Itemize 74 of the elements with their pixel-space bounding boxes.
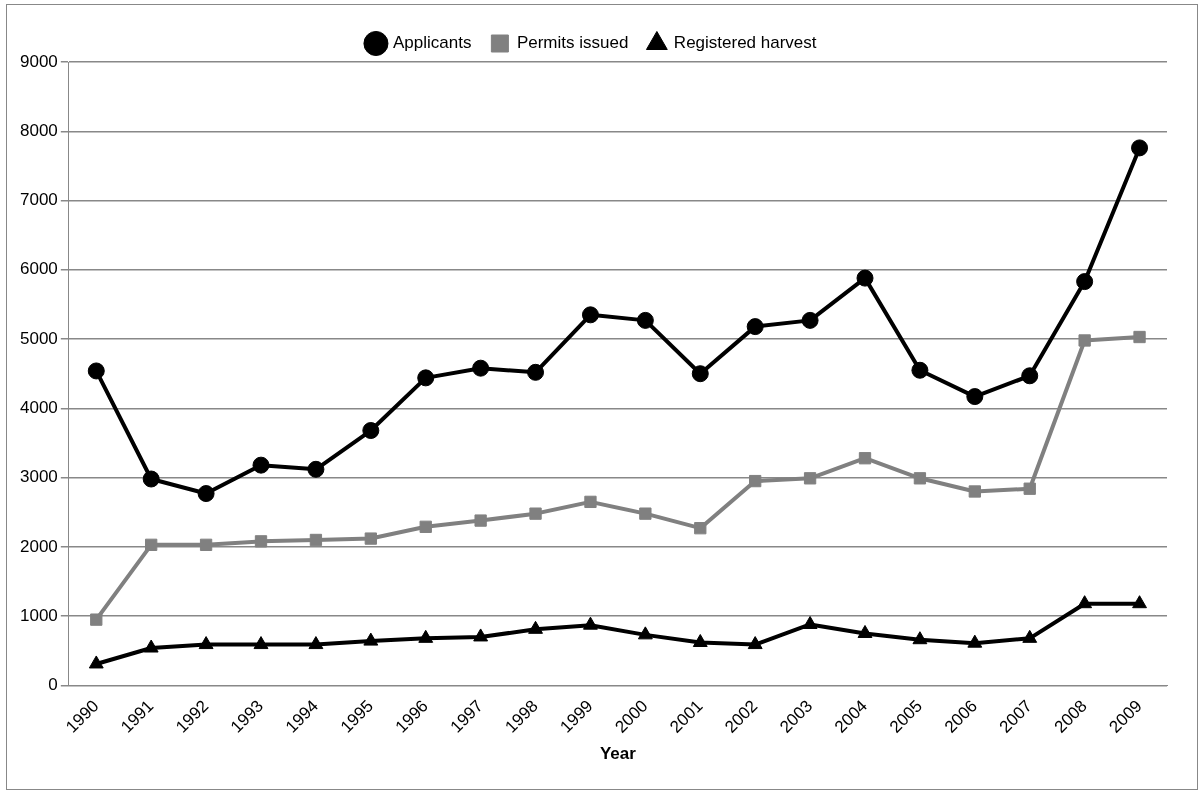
- point: [1132, 595, 1147, 609]
- x-axis-title: Year: [599, 744, 637, 764]
- point: [88, 655, 104, 669]
- point: [912, 631, 928, 645]
- point: [583, 616, 598, 630]
- point: [527, 363, 545, 381]
- y-tick-label: 8000: [19, 120, 58, 140]
- y-tick-label: 5000: [19, 328, 58, 348]
- point: [749, 474, 762, 488]
- y-tick-label: 2000: [19, 536, 58, 556]
- point: [692, 633, 708, 647]
- point: [636, 311, 654, 329]
- point: [639, 507, 652, 520]
- point: [87, 362, 105, 380]
- point: [801, 311, 819, 329]
- point: [637, 626, 653, 640]
- point: [1078, 334, 1091, 347]
- point: [198, 636, 214, 650]
- point: [911, 361, 929, 379]
- point: [1133, 330, 1146, 344]
- y-tick-label: 3000: [19, 467, 58, 487]
- point: [691, 365, 709, 383]
- y-tick-label: 1000: [19, 605, 58, 625]
- point: [858, 452, 872, 465]
- point: [857, 624, 873, 638]
- point: [803, 472, 817, 485]
- point: [145, 538, 158, 551]
- point: [417, 369, 435, 387]
- point: [418, 629, 434, 643]
- point: [1076, 273, 1094, 291]
- point: [1022, 629, 1038, 643]
- point: [253, 636, 269, 650]
- point: [474, 514, 487, 527]
- point: [90, 613, 103, 626]
- point: [746, 318, 764, 336]
- point: [363, 632, 379, 646]
- y-tick-label: 6000: [19, 259, 58, 279]
- point: [967, 634, 983, 648]
- point: [364, 532, 377, 545]
- point: [472, 359, 490, 377]
- point: [968, 485, 981, 498]
- y-tick-label: 9000: [19, 51, 58, 71]
- legend-label: Registered harvest: [673, 33, 817, 53]
- point: [1023, 482, 1036, 495]
- point: [913, 472, 927, 485]
- point: [308, 636, 324, 650]
- y-tick-label: 7000: [19, 190, 58, 210]
- y-tick-label: 4000: [19, 398, 58, 418]
- point: [419, 520, 432, 533]
- point: [309, 533, 323, 547]
- point: [747, 636, 763, 650]
- point: [694, 522, 707, 535]
- point: [362, 422, 380, 440]
- point: [1077, 595, 1093, 609]
- point: [584, 495, 597, 509]
- legend-label: Permits issued: [516, 33, 629, 53]
- point: [254, 535, 268, 548]
- point: [143, 639, 159, 653]
- point: [197, 485, 215, 503]
- point: [1131, 139, 1149, 157]
- point: [802, 615, 818, 629]
- y-tick-label: 0: [48, 675, 58, 695]
- point: [1021, 367, 1039, 385]
- point: [966, 388, 984, 406]
- point: [581, 306, 599, 324]
- point: [856, 269, 874, 287]
- point: [199, 538, 213, 551]
- point: [529, 507, 542, 520]
- point: [307, 460, 325, 478]
- legend-label: Applicants: [392, 33, 472, 53]
- point: [252, 456, 270, 474]
- point: [142, 470, 160, 488]
- point: [473, 628, 489, 642]
- point: [528, 620, 543, 634]
